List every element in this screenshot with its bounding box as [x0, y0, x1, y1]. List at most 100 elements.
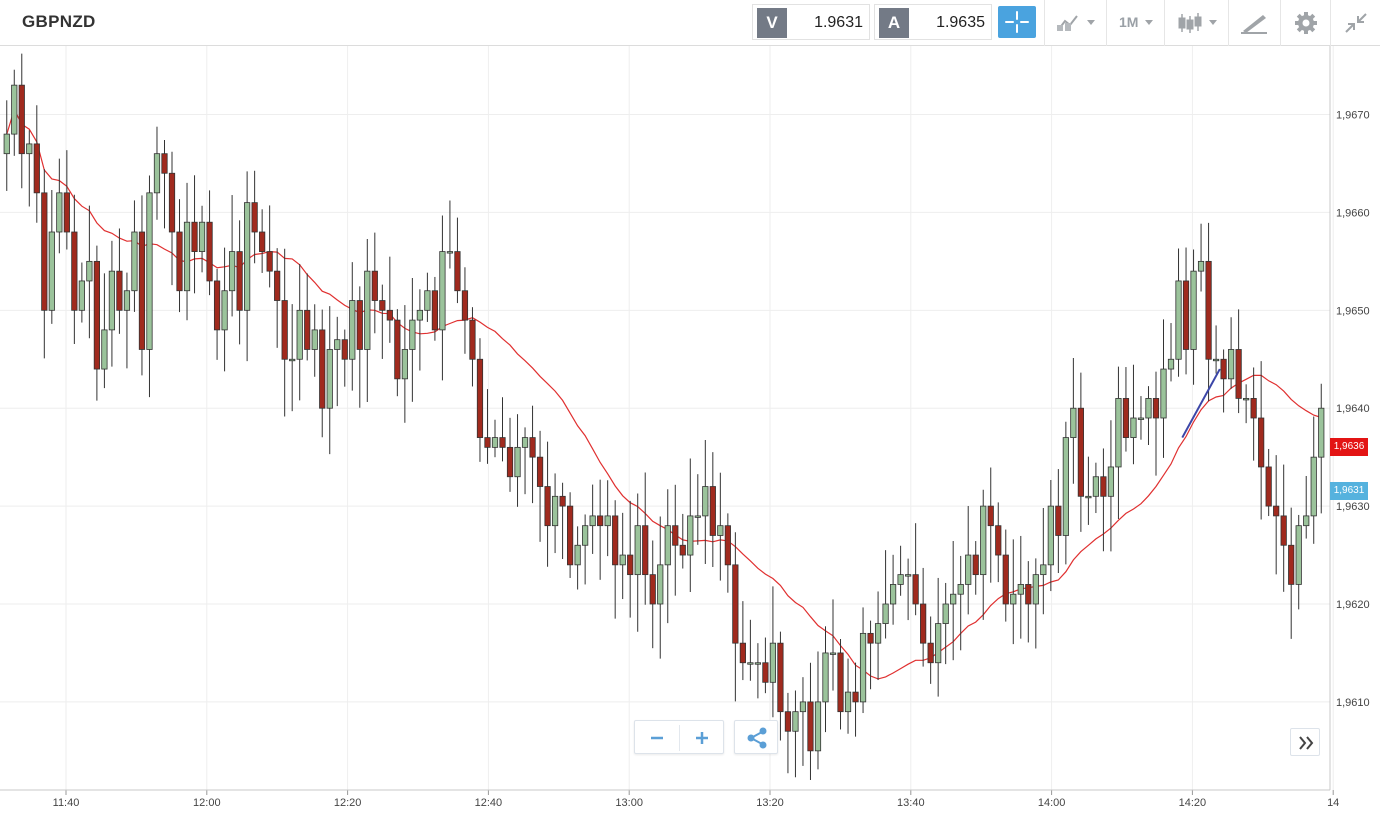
- candle: [1010, 539, 1017, 645]
- period-button[interactable]: 1M: [1106, 0, 1164, 46]
- x-tick-label: 12:00: [193, 797, 221, 809]
- candle-body: [1273, 505, 1280, 517]
- candle-body: [612, 515, 619, 566]
- candle-style-button[interactable]: [1164, 0, 1228, 46]
- candle: [3, 100, 10, 191]
- candle: [604, 480, 611, 557]
- candle: [1122, 367, 1130, 452]
- candle-body: [1092, 476, 1100, 497]
- share-button[interactable]: [734, 720, 778, 754]
- trendline-drawing[interactable]: [1181, 368, 1221, 439]
- candle: [664, 489, 671, 624]
- candle: [213, 268, 221, 360]
- candle: [1175, 248, 1182, 377]
- candle: [1062, 421, 1069, 565]
- candle-body: [544, 486, 551, 527]
- candle: [161, 139, 168, 229]
- candle-body: [1212, 358, 1220, 362]
- candle-body: [1167, 358, 1175, 370]
- zoom-divider: [679, 725, 680, 751]
- candle: [236, 220, 243, 345]
- candle-body: [304, 309, 311, 350]
- candle-body: [168, 172, 176, 233]
- candle: [867, 620, 874, 690]
- candle: [1115, 366, 1122, 520]
- x-tick-label: 11:40: [53, 797, 80, 809]
- candle: [326, 306, 333, 455]
- candle: [852, 662, 859, 737]
- candle: [491, 419, 499, 458]
- zoom-out-button[interactable]: [635, 721, 679, 755]
- candle-body: [71, 231, 78, 311]
- candle: [1032, 558, 1039, 649]
- candle-body: [927, 642, 934, 664]
- candle-body: [972, 554, 979, 576]
- candle-body: [236, 251, 243, 311]
- candle-body: [897, 574, 904, 585]
- candle-body: [987, 505, 994, 527]
- candle-body: [446, 251, 454, 254]
- drawing-icon: [1241, 15, 1267, 34]
- candle-body: [702, 486, 709, 517]
- candle-body: [138, 231, 146, 350]
- buy-price-box[interactable]: A 1.9635: [874, 4, 992, 40]
- x-tick-label: 13:20: [756, 797, 784, 809]
- chart-type-button[interactable]: [1044, 0, 1106, 46]
- candle: [108, 240, 116, 367]
- candle-body: [799, 701, 807, 713]
- candle: [724, 513, 731, 593]
- candle-body: [221, 290, 228, 331]
- candle: [754, 643, 761, 699]
- candle-body: [634, 525, 641, 576]
- candle-body: [1040, 564, 1047, 576]
- candle-body: [1303, 515, 1310, 527]
- candle-body: [334, 339, 341, 350]
- candle-body: [1182, 280, 1190, 350]
- candle: [1258, 361, 1265, 520]
- scroll-to-latest-button[interactable]: [1290, 728, 1320, 756]
- collapse-button[interactable]: [1330, 0, 1380, 46]
- crosshair-button[interactable]: [998, 6, 1036, 38]
- candle-body: [48, 231, 55, 311]
- candle: [401, 305, 408, 423]
- candle: [506, 417, 514, 492]
- zoom-in-button[interactable]: [680, 721, 724, 755]
- candle: [71, 194, 78, 344]
- candle-body: [709, 486, 716, 536]
- crosshair-icon: [1005, 11, 1029, 33]
- ma-path: [6, 108, 1322, 680]
- candle-body: [1295, 525, 1302, 585]
- candle: [1212, 325, 1220, 374]
- candle-body: [1122, 398, 1130, 438]
- candle-body: [844, 691, 852, 713]
- candle: [371, 232, 378, 334]
- candle-body: [1085, 495, 1092, 499]
- candle-body: [146, 192, 153, 350]
- candle-body: [822, 652, 829, 703]
- price-chart[interactable]: 1,9610 1,9620 1,9630 1,9640 1,9650 1,9660 1,96…: [0, 46, 1380, 821]
- candle-body: [792, 711, 799, 732]
- settings-button[interactable]: [1280, 0, 1330, 46]
- candle: [26, 130, 33, 207]
- sell-price-box[interactable]: V 1.9631: [752, 4, 870, 40]
- candle-body: [1107, 466, 1115, 497]
- candle: [792, 690, 799, 778]
- candle-body: [589, 515, 596, 527]
- candle-body: [739, 642, 746, 664]
- candle: [769, 586, 777, 718]
- candle: [221, 247, 228, 372]
- candle: [679, 513, 686, 569]
- candle: [784, 692, 792, 774]
- drawing-tools-button[interactable]: [1228, 0, 1280, 46]
- candle-body: [431, 290, 439, 331]
- candle: [1318, 383, 1325, 514]
- candle: [454, 217, 461, 304]
- candle: [168, 151, 176, 286]
- double-chevron-right-icon: [1299, 736, 1314, 750]
- candle-body: [506, 446, 514, 478]
- y-tick-label: 1,9620: [1336, 599, 1370, 611]
- candle: [416, 289, 423, 371]
- candle-body: [108, 270, 116, 331]
- candle: [574, 526, 581, 590]
- candle-body: [1077, 407, 1084, 497]
